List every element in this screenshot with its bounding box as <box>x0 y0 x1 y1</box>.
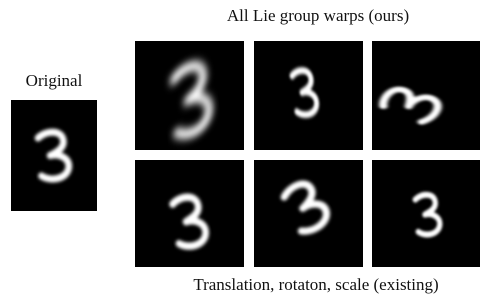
warp-image <box>135 41 244 150</box>
original-label: Original <box>26 71 83 90</box>
existing-image <box>372 160 480 267</box>
existing-image <box>135 160 244 267</box>
original-image <box>11 100 97 211</box>
bottom-caption: Translation, rotaton, scale (existing) <box>193 275 438 294</box>
warp-image <box>372 41 480 150</box>
warp-image <box>254 41 363 150</box>
figure: Original All Lie group warps (ours) Tran… <box>0 0 480 298</box>
existing-image <box>254 160 363 267</box>
top-caption: All Lie group warps (ours) <box>227 6 409 25</box>
